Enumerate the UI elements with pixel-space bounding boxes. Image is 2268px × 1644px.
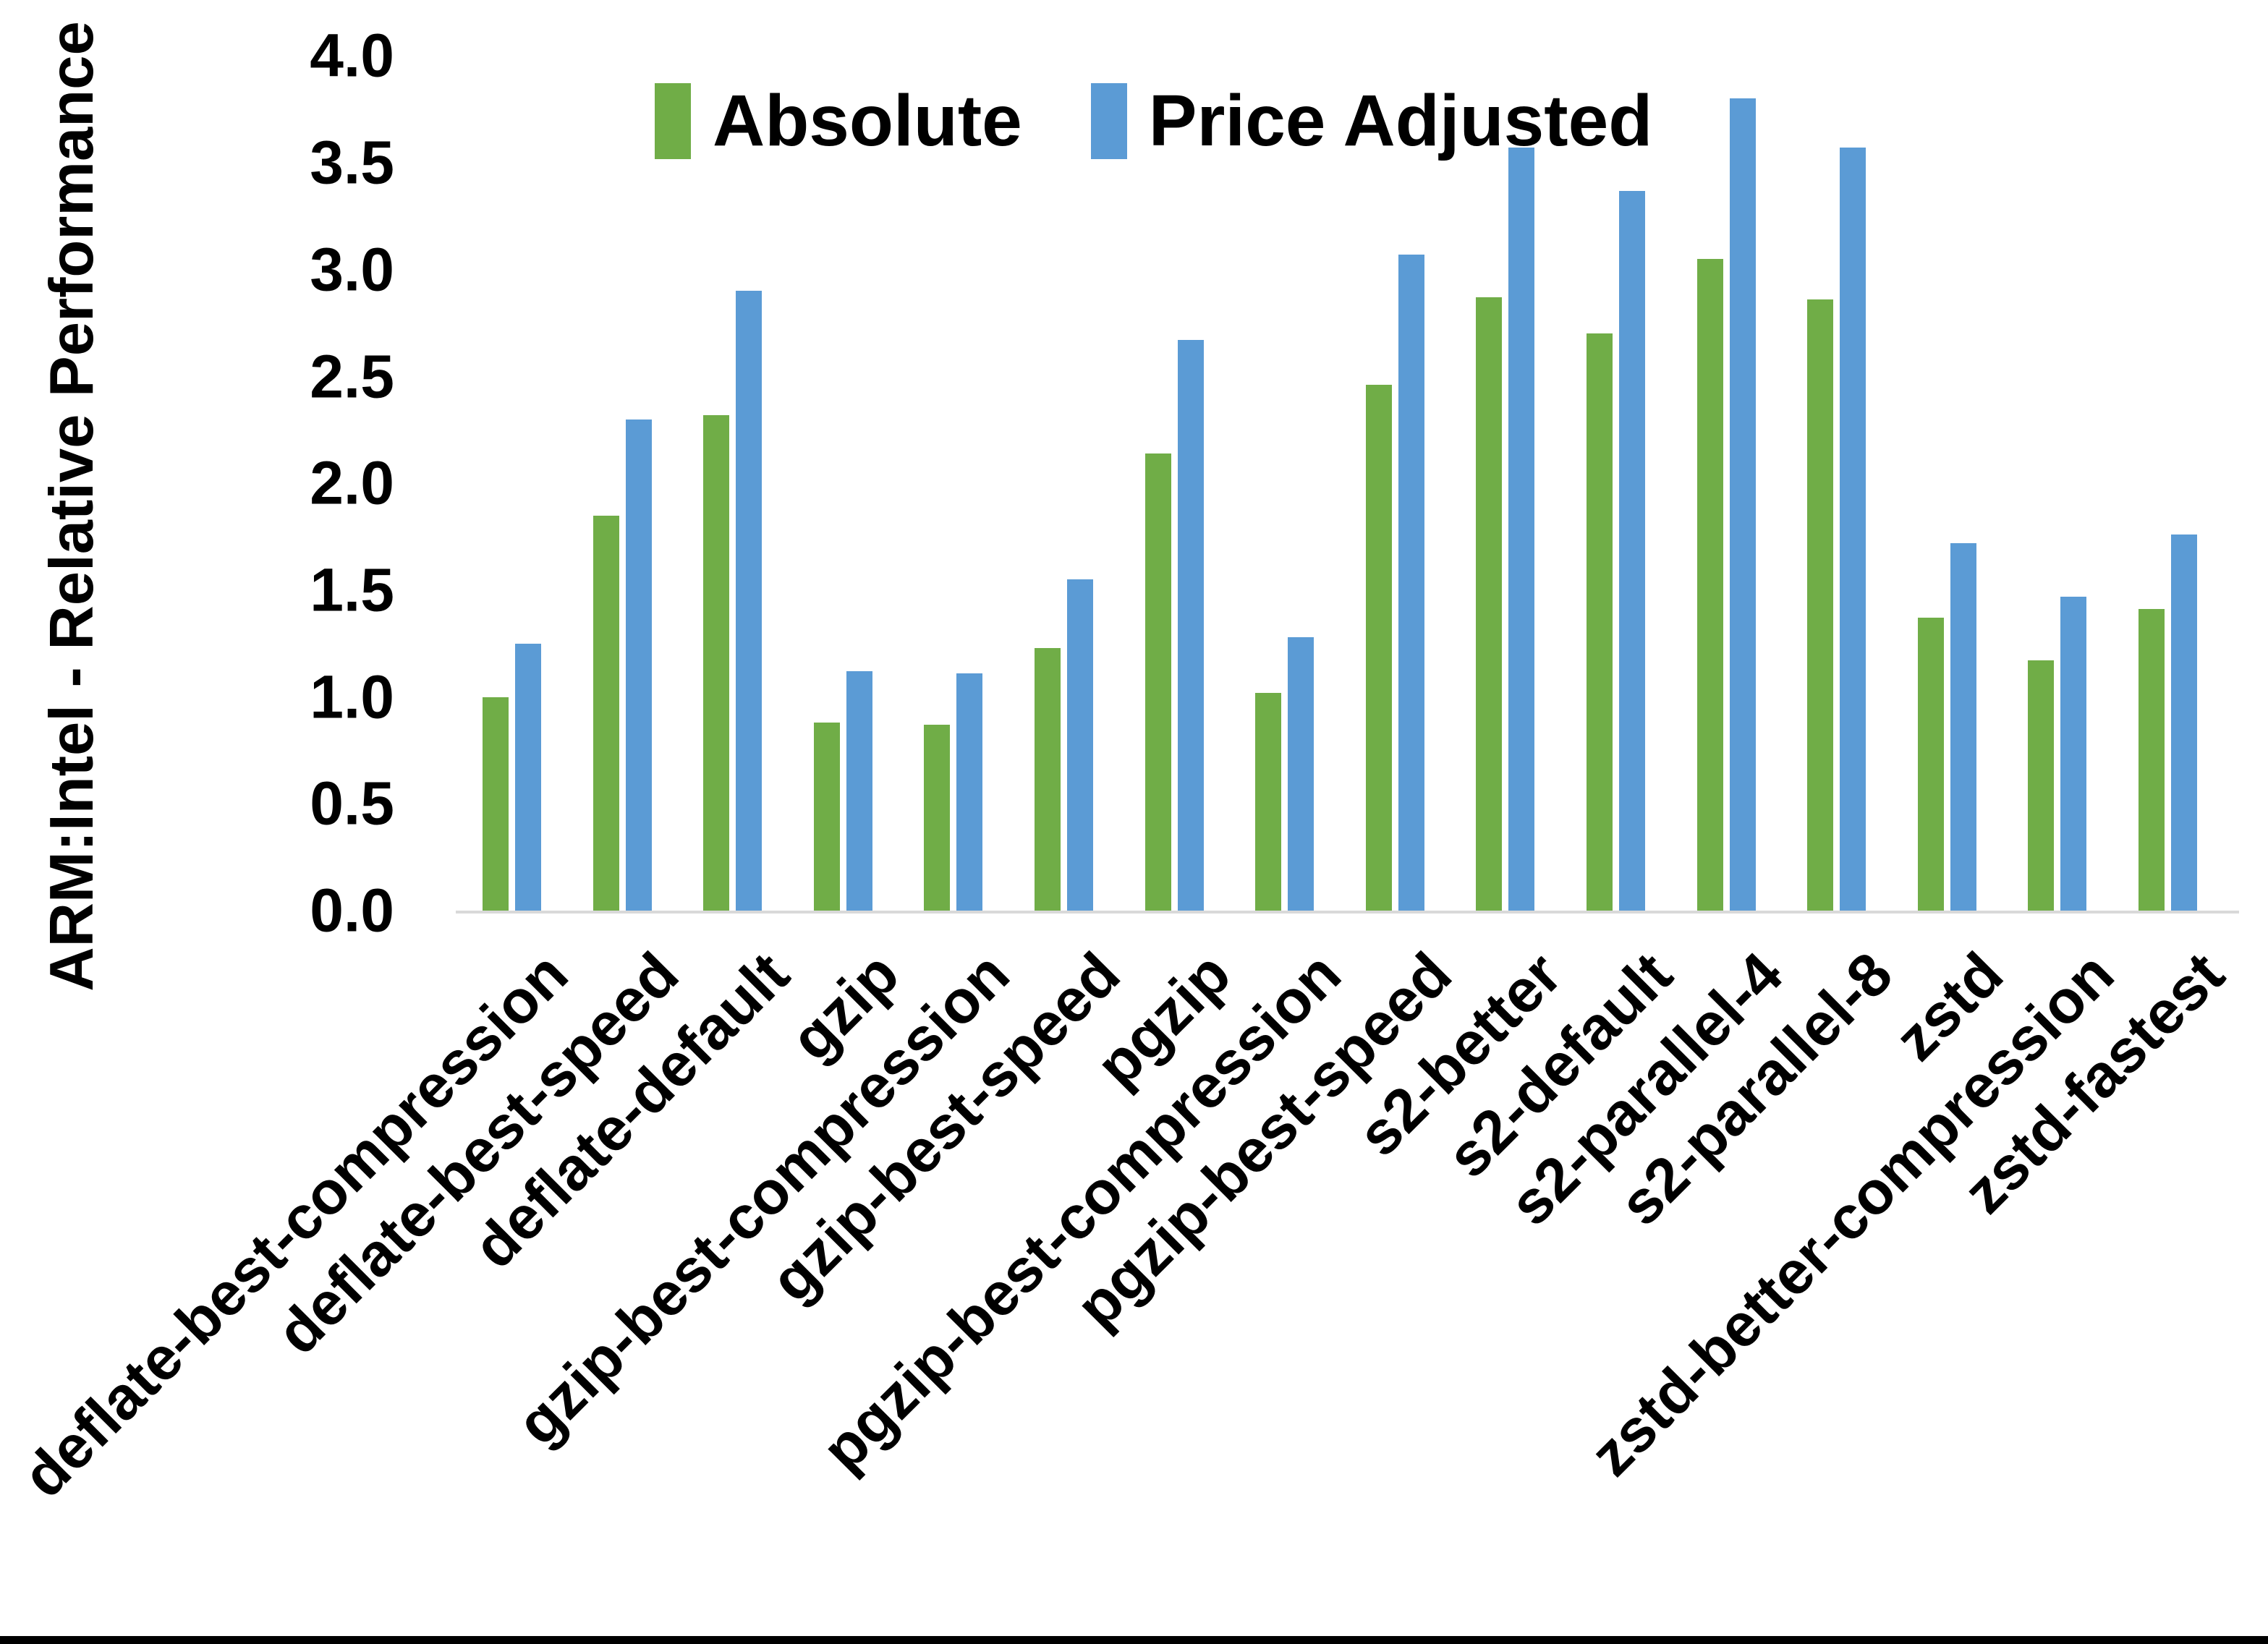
bar-zstd-absolute <box>1918 618 1944 911</box>
bar-deflate-best-speed-price-adjusted <box>626 419 652 911</box>
bar-deflate-default-absolute <box>703 415 729 911</box>
bar-pgzip-price-adjusted <box>1178 340 1204 911</box>
legend-swatch-icon <box>655 83 691 159</box>
bar-s2-better-price-adjusted <box>1508 148 1534 911</box>
bar-s2-better-absolute <box>1476 297 1502 911</box>
bar-zstd-fastest-price-adjusted <box>2171 534 2197 911</box>
bar-deflate-default-price-adjusted <box>736 291 762 911</box>
legend: Absolute Price Adjusted <box>655 80 1652 163</box>
bar-zstd-better-compression-price-adjusted <box>2060 597 2086 911</box>
bar-gzip-best-compression-absolute <box>924 725 950 911</box>
bar-deflate-best-compression-price-adjusted <box>515 644 541 911</box>
bar-gzip-best-speed-absolute <box>1035 648 1061 911</box>
bar-gzip-absolute <box>814 723 840 911</box>
bar-s2-default-absolute <box>1587 333 1613 911</box>
y-tick-label: 1.5 <box>310 555 394 624</box>
bar-pgzip-absolute <box>1145 453 1171 911</box>
bar-zstd-fastest-absolute <box>2139 609 2165 911</box>
bar-s2-parallel-8-absolute <box>1807 299 1833 911</box>
bar-s2-parallel-8-price-adjusted <box>1840 148 1866 911</box>
y-axis-title: ARM:Intel - Relative Performance <box>38 21 106 992</box>
x-axis-line <box>456 911 2239 913</box>
legend-label: Absolute <box>713 80 1022 161</box>
bar-zstd-price-adjusted <box>1950 543 1976 911</box>
y-tick-label: 3.5 <box>310 128 394 197</box>
bottom-border <box>0 1636 2268 1644</box>
bar-pgzip-best-speed-absolute <box>1366 385 1392 911</box>
y-tick-label: 2.5 <box>310 342 394 410</box>
y-tick-label: 4.0 <box>310 21 394 90</box>
bar-pgzip-best-compression-price-adjusted <box>1288 637 1314 911</box>
bar-s2-parallel-4-price-adjusted <box>1730 98 1756 911</box>
bar-pgzip-best-compression-absolute <box>1255 693 1281 911</box>
legend-swatch-icon <box>1090 83 1127 159</box>
legend-item: Absolute <box>655 80 1022 163</box>
y-tick-label: 0.0 <box>310 876 394 945</box>
bar-deflate-best-compression-absolute <box>483 697 509 911</box>
legend-label: Price Adjusted <box>1148 80 1653 161</box>
bar-s2-default-price-adjusted <box>1619 191 1645 911</box>
bar-gzip-best-compression-price-adjusted <box>956 673 982 911</box>
bar-deflate-best-speed-absolute <box>593 516 619 911</box>
y-tick-label: 1.0 <box>310 663 394 731</box>
y-tick-label: 2.0 <box>310 448 394 517</box>
y-tick-label: 0.5 <box>310 769 394 838</box>
y-tick-label: 3.0 <box>310 235 394 304</box>
bar-zstd-better-compression-absolute <box>2028 660 2054 911</box>
bar-gzip-best-speed-price-adjusted <box>1067 579 1093 911</box>
legend-item: Price Adjusted <box>1090 80 1653 163</box>
bar-s2-parallel-4-absolute <box>1697 259 1723 911</box>
bar-gzip-price-adjusted <box>846 671 872 911</box>
bar-pgzip-best-speed-price-adjusted <box>1398 255 1424 911</box>
